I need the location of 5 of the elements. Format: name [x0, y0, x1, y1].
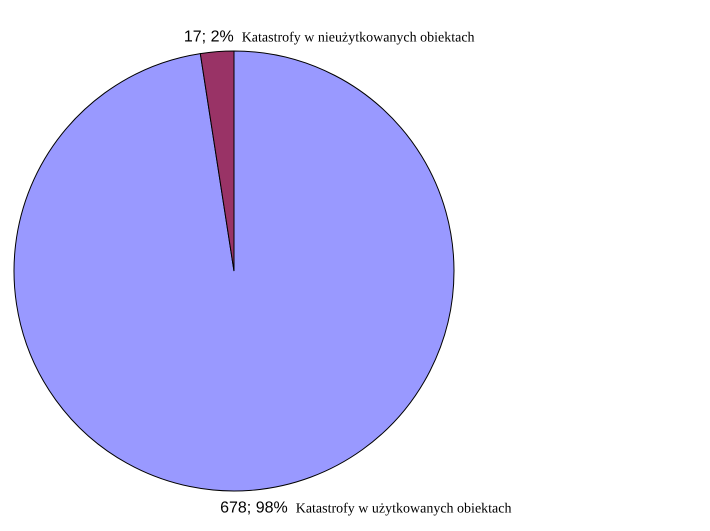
pie-slice [14, 50, 454, 492]
slice-label: Katastrofy w użytkowanych obiektach [296, 501, 512, 516]
data-label: 678; 98% [220, 499, 288, 516]
data-label: 17; 2% [184, 28, 234, 46]
slice-label: Katastrofy w nieużytkowanych obiektach [242, 30, 475, 46]
